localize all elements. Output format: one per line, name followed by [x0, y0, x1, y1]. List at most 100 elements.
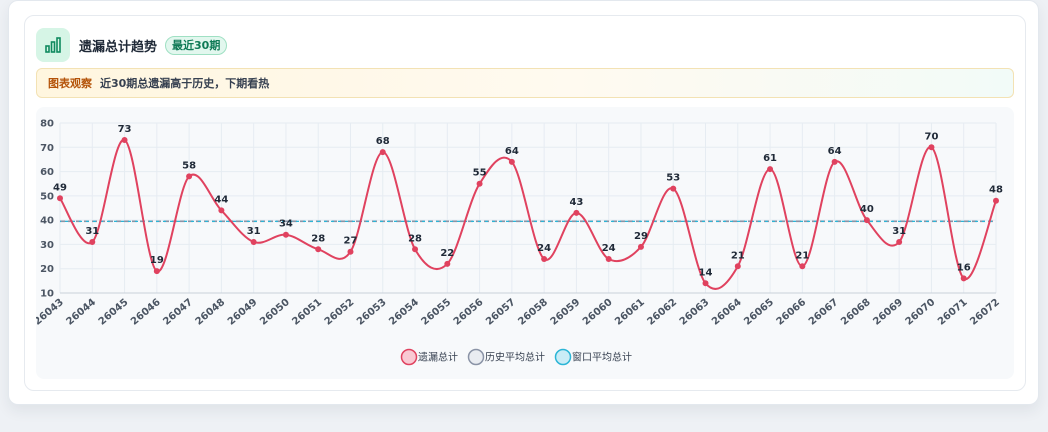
data-label: 64: [828, 146, 842, 157]
data-point: [670, 185, 677, 192]
x-tick-label: 26063: [678, 297, 712, 328]
x-tick-label: 26067: [807, 297, 841, 328]
y-tick-label: 10: [40, 289, 54, 300]
data-label: 29: [634, 231, 648, 242]
data-point: [57, 195, 63, 202]
legend-swatch: [467, 348, 485, 366]
data-point: [315, 246, 322, 253]
data-point: [734, 263, 741, 270]
legend-item: 历史平均总计: [467, 348, 545, 366]
x-tick-label: 26045: [97, 297, 131, 328]
x-tick-label: 26043: [36, 297, 66, 328]
y-tick-label: 50: [40, 191, 54, 202]
x-tick-label: 26065: [742, 297, 776, 328]
x-tick-label: 26048: [194, 297, 228, 328]
data-point: [702, 280, 709, 287]
page-frame: 遗漏总计趋势 最近30期 图表观察 近30期总遗漏高于历史，下期看热 10 20 3…: [8, 0, 1039, 405]
observation-banner: 图表观察 近30期总遗漏高于历史，下期看热: [36, 68, 1014, 98]
legend-label: 遗漏总计: [418, 351, 458, 364]
card-header: 遗漏总计趋势 最近30期: [36, 28, 228, 62]
data-point: [250, 239, 257, 245]
x-tick-label: 26051: [290, 297, 324, 328]
data-point: [412, 246, 419, 253]
data-point: [896, 239, 903, 245]
data-point: [637, 243, 644, 250]
data-label: 31: [892, 226, 906, 237]
y-tick-label: 40: [40, 216, 54, 227]
legend: 遗漏总计 历史平均总计 窗口平均总计: [400, 348, 632, 366]
data-label: 22: [440, 248, 454, 259]
x-tick-label: 26072: [968, 297, 1002, 328]
data-point: [186, 173, 193, 180]
legend-label: 历史平均总计: [485, 351, 545, 364]
x-tick-label: 26062: [645, 297, 679, 328]
data-label: 68: [376, 136, 390, 147]
data-point: [605, 256, 612, 262]
x-tick-label: 26059: [549, 297, 583, 328]
x-tick-label: 26061: [613, 297, 647, 328]
x-tick-label: 26054: [387, 297, 421, 328]
data-label: 31: [247, 226, 261, 237]
data-label: 14: [699, 267, 713, 278]
data-point: [573, 209, 580, 216]
data-label: 44: [214, 194, 228, 205]
x-tick-label: 26057: [484, 297, 518, 328]
data-label: 73: [118, 124, 132, 135]
observation-text: 近30期总遗漏高于历史，下期看热: [100, 77, 270, 90]
series-line-missing-total: [59, 138, 997, 290]
x-tick-label: 26049: [226, 297, 260, 328]
x-tick-label: 26071: [936, 297, 970, 328]
y-tick-label: 30: [40, 240, 54, 251]
data-point: [282, 231, 289, 238]
data-point: [476, 180, 483, 187]
observation-label: 图表观察: [48, 77, 92, 90]
data-label: 28: [311, 233, 325, 244]
legend-swatch: [554, 348, 572, 366]
data-label: 48: [989, 185, 1003, 196]
data-point: [121, 137, 128, 143]
legend-label: 窗口平均总计: [572, 351, 632, 364]
data-label: 53: [666, 173, 680, 184]
x-tick-label: 26053: [355, 297, 389, 328]
chart-title: 遗漏总计趋势: [79, 39, 158, 55]
y-tick-label: 80: [40, 119, 54, 130]
data-point: [799, 263, 806, 270]
data-label: 19: [150, 255, 164, 266]
x-tick-label: 26058: [516, 297, 550, 328]
x-tick-label: 26052: [323, 297, 357, 328]
data-label: 27: [344, 236, 358, 247]
data-label: 21: [731, 250, 745, 261]
data-label: 21: [795, 250, 809, 261]
data-label: 34: [279, 219, 293, 230]
data-point: [89, 239, 96, 245]
x-tick-label: 26055: [420, 297, 454, 328]
data-label: 64: [505, 146, 519, 157]
y-tick-label: 60: [40, 167, 54, 178]
period-badge: 最近30期: [165, 35, 228, 55]
data-point: [863, 217, 870, 224]
chart-panel: 10 20 30 40 50 60 70 80 26043 26044 26045 26046 2604…: [36, 107, 1014, 379]
x-tick-label: 26070: [904, 297, 938, 328]
data-point: [444, 260, 451, 267]
x-tick-label: 26069: [871, 297, 905, 328]
x-tick-label: 26044: [64, 297, 98, 328]
bar-chart-icon: [36, 28, 70, 62]
data-point: [928, 144, 935, 151]
x-tick-label: 26047: [161, 297, 195, 328]
legend-swatch: [400, 348, 418, 366]
data-label: 70: [924, 131, 938, 142]
data-label: 28: [408, 233, 422, 244]
x-tick-label: 26050: [258, 297, 292, 328]
data-label: 49: [53, 182, 67, 193]
data-label: 61: [763, 153, 777, 164]
x-tick-label: 26060: [581, 297, 615, 328]
data-point: [831, 158, 838, 165]
data-label: 24: [537, 243, 551, 254]
x-tick-label: 26068: [839, 297, 873, 328]
data-point: [993, 197, 999, 204]
legend-item: 窗口平均总计: [554, 348, 632, 366]
x-tick-label: 26066: [775, 297, 809, 328]
y-tick-label: 70: [40, 143, 54, 154]
legend-item: 遗漏总计: [400, 348, 458, 366]
line-chart: 1020304050607080260432604426045260462604…: [36, 119, 1003, 366]
